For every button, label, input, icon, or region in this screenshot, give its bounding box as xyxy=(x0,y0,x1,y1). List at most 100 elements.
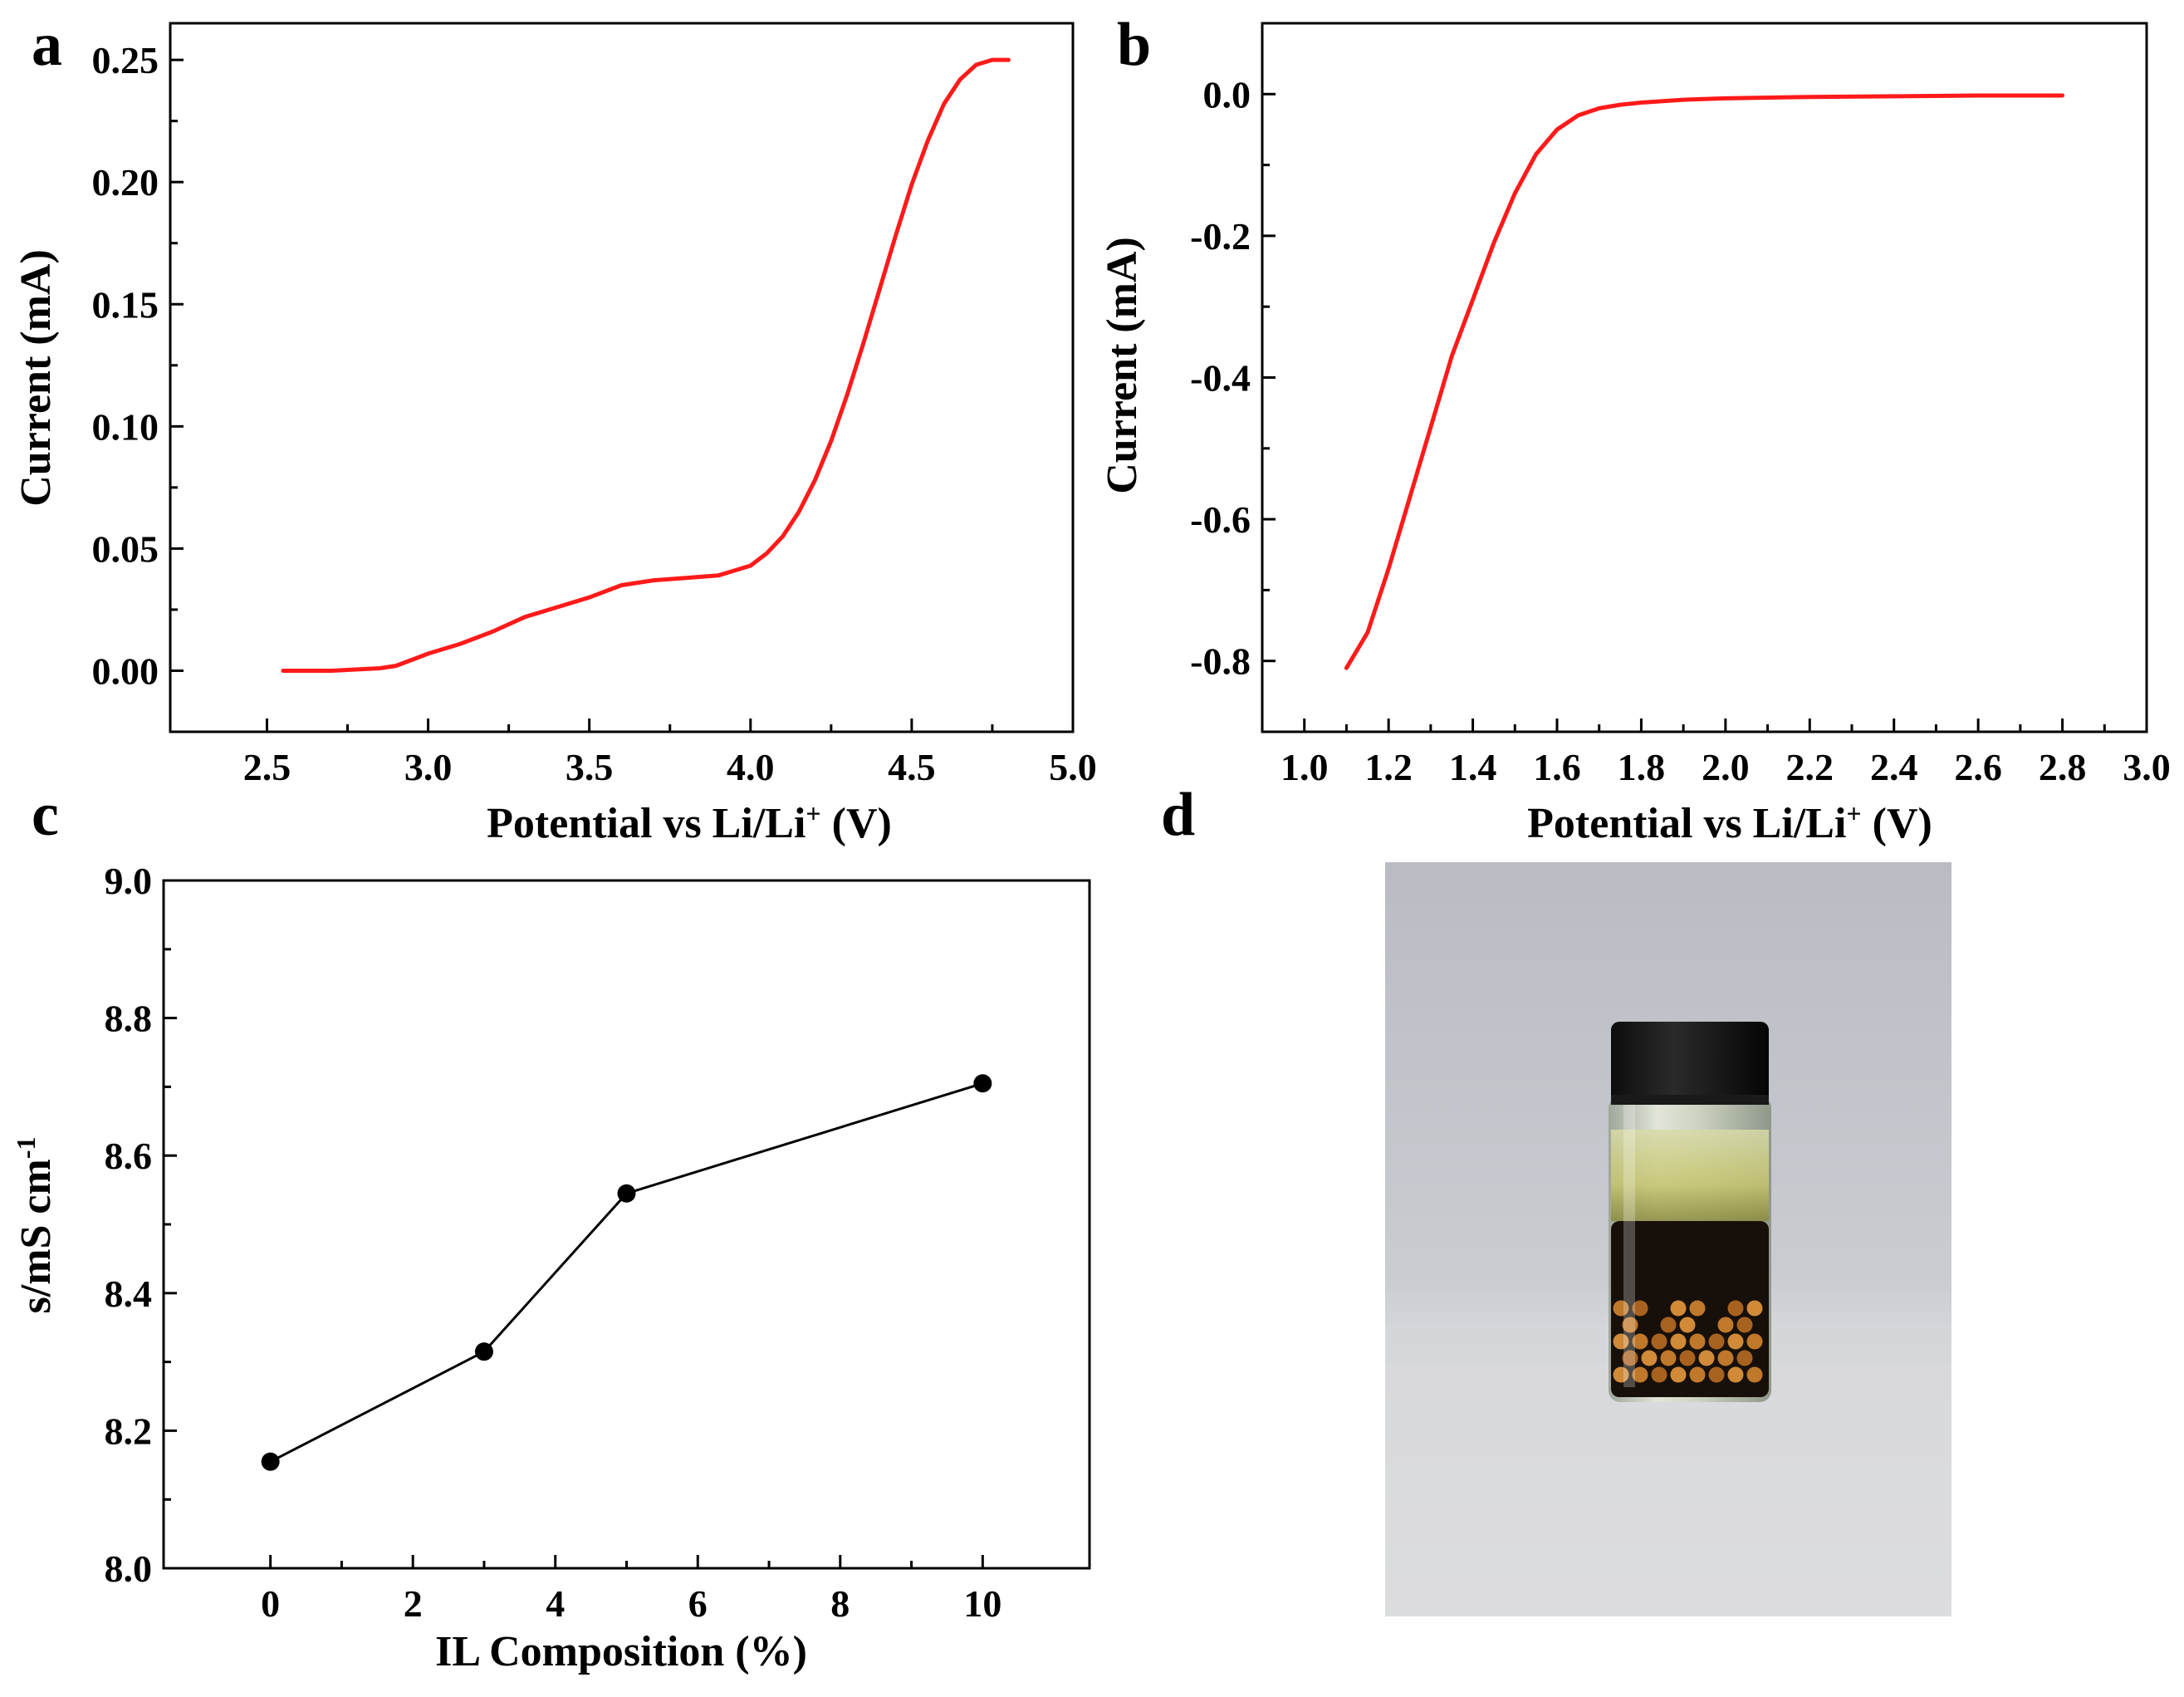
bead xyxy=(1660,1350,1677,1366)
chart-c-x-label: IL Composition (%) xyxy=(435,1628,807,1675)
bead xyxy=(1689,1300,1706,1317)
vial-oil-layer xyxy=(1611,1130,1769,1221)
vial-photo xyxy=(1385,862,1951,1616)
x-tick-label: 2.4 xyxy=(1870,746,1918,788)
bead xyxy=(1670,1366,1687,1383)
x-tick-label: 8 xyxy=(830,1582,850,1625)
bead xyxy=(1641,1350,1658,1366)
bead xyxy=(1689,1366,1706,1383)
x-tick-label: 1.6 xyxy=(1533,746,1581,788)
x-tick-label: 2.5 xyxy=(243,746,291,788)
y-tick-label: 0.05 xyxy=(92,527,159,570)
bead xyxy=(1651,1366,1667,1383)
bead xyxy=(1717,1317,1734,1333)
y-tick-label: 0.0 xyxy=(1203,73,1251,115)
chart-b-x-label: Potential vs Li/Li+ (V) xyxy=(1527,798,1932,847)
bead xyxy=(1613,1333,1629,1350)
x-tick-label: 2.0 xyxy=(1702,746,1750,788)
chart-b: -0.8 -0.6 -0.4 -0.2 0.0 1.0 1.2 1.4 1.6 1.8 2.0 2.… xyxy=(1099,22,2171,847)
bead xyxy=(1727,1333,1744,1350)
y-tick-label: 0.10 xyxy=(92,405,159,448)
bead xyxy=(1632,1300,1648,1317)
x-tick-label: 2.8 xyxy=(2039,746,2087,788)
bead xyxy=(1698,1350,1715,1366)
bead xyxy=(1746,1366,1763,1383)
y-tick-label: -0.8 xyxy=(1190,640,1251,683)
chart-c-y-ticks: 8.0 8.2 8.4 8.6 8.8 9.0 xyxy=(105,860,177,1590)
bead xyxy=(1679,1317,1696,1333)
chart-a-frame xyxy=(169,22,1075,733)
y-tick-label: 8.4 xyxy=(105,1273,153,1315)
chart-c-frame xyxy=(162,879,1091,1570)
x-tick-label: 6 xyxy=(688,1582,708,1625)
chart-b-y-label: Current (mA) xyxy=(1099,237,1146,494)
data-point xyxy=(617,1184,636,1203)
chart-a-x-label: Potential vs Li/Li+ (V) xyxy=(487,798,892,847)
bead xyxy=(1708,1333,1725,1350)
bead xyxy=(1727,1300,1744,1317)
bead xyxy=(1622,1317,1638,1333)
chart-a-y-label: Current (mA) xyxy=(12,249,60,507)
x-tick-label: 4.0 xyxy=(727,746,775,788)
bead xyxy=(1660,1317,1677,1333)
y-tick-label: 8.0 xyxy=(105,1547,153,1590)
y-tick-label: -0.6 xyxy=(1190,498,1251,541)
y-tick-label: 8.8 xyxy=(105,998,153,1040)
chart-b-y-ticks: -0.8 -0.6 -0.4 -0.2 0.0 xyxy=(1190,73,1276,683)
bead xyxy=(1736,1317,1753,1333)
chart-c-series-line xyxy=(269,1081,984,1464)
y-tick-label: 0.15 xyxy=(92,283,159,326)
chart-a: 0.00 0.05 0.10 0.15 0.20 0.25 2.5 3.0 3.5 4.0 4.5… xyxy=(12,22,1097,847)
bead xyxy=(1622,1350,1638,1366)
panel-letter-d: d xyxy=(1161,781,1195,849)
data-point xyxy=(973,1074,992,1093)
vial-cap-rim xyxy=(1611,1095,1769,1105)
bead xyxy=(1679,1350,1696,1366)
panel-letter-b: b xyxy=(1117,11,1151,79)
x-tick-label: 1.4 xyxy=(1449,746,1497,788)
bead xyxy=(1708,1366,1725,1383)
x-tick-label: 4.5 xyxy=(888,746,936,788)
data-point xyxy=(261,1452,280,1471)
chart-c: 8.0 8.2 8.4 8.6 8.8 9.0 0 2 4 6 8 10 s/mS cm-1 IL … xyxy=(11,860,1091,1675)
bead xyxy=(1717,1350,1734,1366)
chart-a-x-ticks: 2.5 3.0 3.5 4.0 4.5 5.0 xyxy=(243,719,1097,788)
bead xyxy=(1613,1366,1629,1383)
bead xyxy=(1613,1300,1629,1317)
y-tick-label: -0.2 xyxy=(1190,215,1251,257)
bead xyxy=(1746,1300,1763,1317)
y-tick-label: 0.00 xyxy=(92,650,159,692)
bead xyxy=(1632,1366,1648,1383)
x-tick-label: 3.0 xyxy=(404,746,453,788)
panel-letter-c: c xyxy=(32,781,59,849)
chart-c-y-label: s/mS cm-1 xyxy=(11,1137,60,1314)
bead xyxy=(1736,1350,1753,1366)
y-tick-label: 8.6 xyxy=(105,1135,153,1177)
chart-c-x-ticks: 0 2 4 6 8 10 xyxy=(261,1555,1001,1625)
x-tick-label: 2.6 xyxy=(1954,746,2002,788)
x-tick-label: 4 xyxy=(546,1582,565,1625)
x-tick-label: 0 xyxy=(261,1582,280,1625)
chart-a-series-line xyxy=(281,57,1011,673)
y-tick-label: 8.2 xyxy=(105,1410,153,1452)
bead xyxy=(1632,1333,1648,1350)
vial-cap xyxy=(1611,1022,1769,1105)
vial-glare xyxy=(1623,1105,1635,1387)
x-tick-label: 10 xyxy=(963,1582,1001,1625)
x-tick-label: 3.0 xyxy=(2123,746,2171,788)
bead xyxy=(1746,1333,1763,1350)
x-tick-label: 1.2 xyxy=(1364,746,1413,788)
x-tick-label: 5.0 xyxy=(1049,746,1097,788)
x-tick-label: 3.5 xyxy=(566,746,614,788)
y-tick-label: 0.20 xyxy=(92,161,159,204)
data-point xyxy=(474,1342,493,1361)
x-tick-label: 2 xyxy=(404,1582,423,1625)
x-tick-label: 1.8 xyxy=(1618,746,1666,788)
bead xyxy=(1727,1366,1744,1383)
chart-c-points xyxy=(261,1074,992,1471)
bead xyxy=(1689,1333,1706,1350)
table-surface xyxy=(1385,1362,1951,1616)
chart-b-x-ticks: 1.0 1.2 1.4 1.6 1.8 2.0 2.2 2.4 2.6 2.8 3.0 xyxy=(1281,719,2171,788)
x-tick-label: 2.2 xyxy=(1786,746,1834,788)
